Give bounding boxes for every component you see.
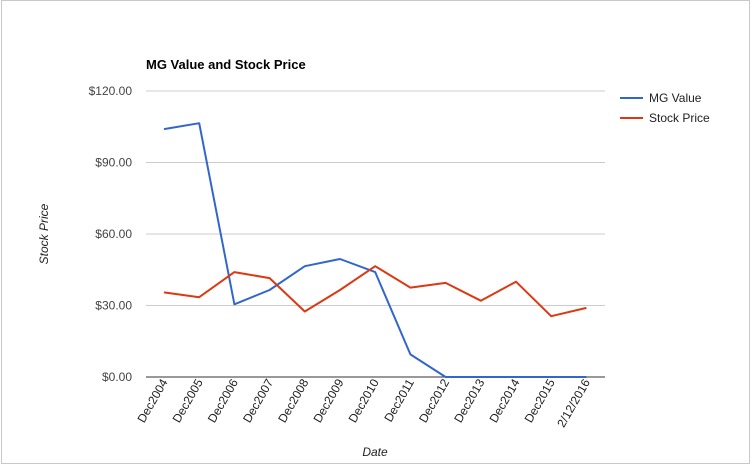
x-tick-label: Dec2013 — [451, 376, 487, 425]
gridlines — [146, 90, 605, 378]
legend-label-stock-price: Stock Price — [649, 111, 710, 125]
x-tick-label: Dec2012 — [416, 376, 452, 425]
legend: MG Value Stock Price — [620, 91, 710, 125]
x-tick-label: Dec2006 — [205, 376, 241, 425]
x-tick-label: Dec2005 — [170, 376, 206, 425]
series-line-stock-price — [163, 265, 587, 318]
y-tick-label: $60.00 — [95, 227, 132, 241]
legend-label-mg-value: MG Value — [649, 91, 702, 105]
y-tick-label: $120.00 — [89, 84, 133, 98]
y-tick-label: $30.00 — [95, 299, 132, 313]
x-axis-title: Date — [362, 445, 388, 459]
x-tick-label: Dec2014 — [486, 376, 522, 425]
chart-title: MG Value and Stock Price — [146, 57, 306, 72]
series-lines — [163, 122, 587, 378]
x-tick-label: Dec2010 — [346, 376, 382, 425]
x-tick-label: Dec2008 — [275, 376, 311, 425]
series-line-mg-value — [163, 122, 587, 378]
x-tick-label: Dec2004 — [134, 376, 170, 425]
y-tick-label: $0.00 — [102, 370, 132, 384]
x-tick-label: Dec2011 — [381, 376, 417, 424]
x-axis-ticks: Dec2004 Dec2005 Dec2006 Dec2007 Dec2008 Dec20… — [134, 376, 593, 430]
y-tick-label: $90.00 — [95, 156, 132, 170]
x-tick-label: Dec2009 — [310, 376, 346, 425]
y-axis-ticks: $0.00 $30.00 $60.00 $90.00 $120.00 — [89, 84, 133, 384]
x-tick-label: Dec2015 — [522, 376, 558, 425]
x-tick-label: 2/12/2016 — [554, 376, 593, 430]
x-tick-label: Dec2007 — [240, 376, 276, 425]
y-axis-title: Stock Price — [37, 203, 51, 264]
